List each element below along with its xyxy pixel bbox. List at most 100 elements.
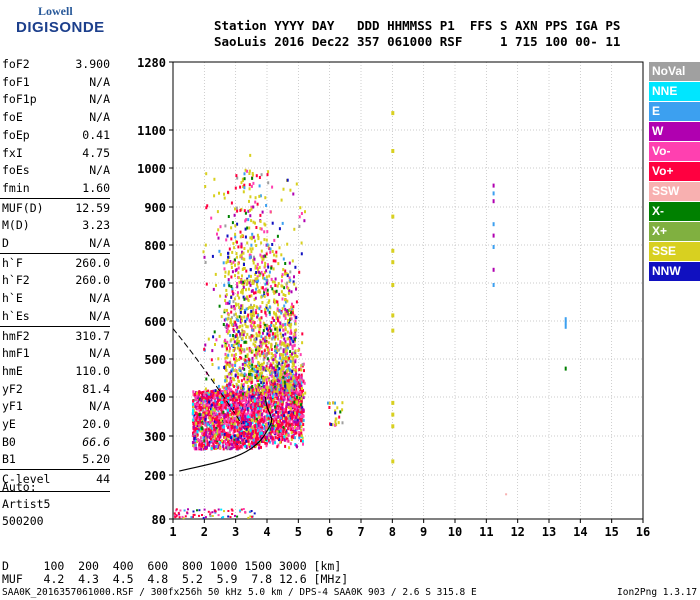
echo-point: [285, 392, 288, 396]
echo-point: [332, 401, 335, 405]
echo-point: [276, 328, 279, 332]
echo-point: [284, 352, 287, 356]
echo-point: [237, 302, 240, 306]
echo-point: [213, 424, 216, 428]
echo-point: [254, 266, 257, 270]
echo-point: [271, 395, 274, 399]
echo-point: [214, 510, 217, 513]
echo-point: [230, 344, 233, 347]
param-row: hmE 110.0: [2, 364, 110, 381]
echo-point: [239, 406, 242, 410]
echo-point: [295, 431, 298, 435]
echo-point: [208, 436, 211, 440]
echo-point: [255, 308, 257, 312]
echo-point: [232, 440, 235, 444]
echo-point: [252, 369, 255, 373]
echo-point: [218, 412, 221, 416]
echo-point: [227, 270, 230, 274]
echo-point: [231, 287, 234, 291]
echo-point: [275, 250, 278, 254]
echo-point: [291, 390, 293, 394]
echo-point: [241, 274, 243, 278]
echo-point: [230, 275, 233, 279]
echo-point: [271, 410, 274, 414]
y-tick-label: 600: [144, 315, 166, 329]
echo-point: [212, 413, 215, 417]
echo-point: [240, 242, 243, 246]
echo-point: [245, 269, 248, 273]
echo-point: [284, 378, 287, 382]
echo-point: [267, 308, 269, 312]
echo-point: [254, 221, 256, 225]
echo-point: [290, 431, 293, 435]
echo-point: [226, 361, 229, 365]
echo-point: [234, 342, 237, 346]
echo-point: [251, 360, 254, 364]
echo-point: [293, 376, 296, 380]
echo-point: [195, 418, 198, 422]
echo-point: [204, 387, 207, 391]
echo-point: [259, 424, 262, 427]
echo-point: [243, 297, 246, 301]
echo-point: [247, 315, 249, 319]
echo-point: [215, 393, 218, 397]
echo-point: [227, 281, 230, 285]
echo-point: [241, 362, 244, 366]
echo-point: [283, 397, 286, 401]
echo-point: [298, 431, 301, 434]
echo-point: [296, 423, 299, 427]
echo-point: [242, 280, 245, 284]
echo-point: [228, 420, 231, 424]
echo-point: [232, 377, 235, 381]
echo-point: [262, 437, 265, 441]
echo-point: [280, 373, 283, 376]
echo-point: [250, 321, 253, 325]
echo-point: [233, 357, 235, 361]
echo-point: [241, 234, 244, 237]
echo-point: [238, 431, 241, 435]
echo-point: [222, 425, 225, 429]
echo-point: [237, 271, 240, 275]
echo-point: [334, 401, 336, 405]
echo-point: [220, 423, 223, 427]
echo-point: [289, 382, 292, 386]
echo-point: [240, 508, 243, 511]
echo-point: [227, 251, 229, 255]
x-tick-label: 7: [357, 525, 364, 539]
echo-point: [183, 509, 186, 512]
echo-point: [291, 352, 293, 356]
echo-point: [271, 417, 274, 421]
param-row: B1 5.20: [2, 452, 110, 469]
echo-point: [263, 270, 266, 274]
echo-point: [270, 347, 273, 351]
echo-point: [251, 387, 254, 391]
echo-point: [279, 371, 282, 375]
echo-point: [275, 410, 278, 414]
param-separator: [0, 469, 110, 471]
echo-point: [248, 335, 251, 339]
echo-point: [228, 361, 231, 365]
echo-point: [286, 274, 289, 278]
echo-point: [243, 374, 246, 378]
echo-point: [274, 379, 277, 383]
echo-point: [246, 355, 249, 359]
echo-point: [214, 343, 216, 346]
echo-point: [220, 508, 223, 511]
echo-point: [564, 317, 567, 322]
echo-point: [265, 385, 268, 389]
echo-point: [215, 421, 218, 424]
echo-point: [223, 318, 226, 322]
echo-point: [252, 334, 255, 338]
echo-point: [247, 516, 250, 519]
echo-point: [211, 403, 213, 407]
echo-point: [260, 400, 263, 404]
echo-point: [229, 440, 232, 444]
echo-point: [243, 267, 246, 270]
echo-point: [267, 170, 270, 174]
param-value: N/A: [89, 308, 110, 323]
echo-point: [243, 340, 246, 344]
echo-point: [251, 315, 254, 319]
y-tick-label: 1100: [137, 124, 166, 138]
echo-point: [300, 400, 303, 404]
echo-point: [261, 391, 264, 395]
